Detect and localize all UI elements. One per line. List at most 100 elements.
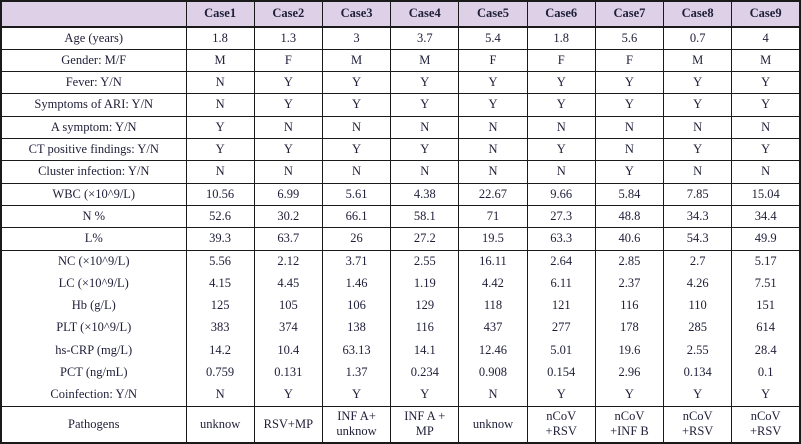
table-cell: 2.96: [594, 361, 665, 384]
column-header-case5: Case5: [458, 1, 528, 28]
column-header-case2: Case2: [253, 1, 323, 28]
table-row: N % 52.6 30.2 66.1 58.1 71 27.3 48.8 34.3 34.4: [0, 205, 801, 229]
table-cell: 0.908: [458, 361, 528, 384]
table-cell: Y: [253, 138, 323, 162]
table-cell: Y: [594, 160, 665, 184]
table-cell: 63.13: [321, 339, 392, 362]
table-cell: 0.1: [731, 361, 801, 384]
table-row: PLT (×10^9/L) 383 374 138 116 437 277 178 285 614: [0, 317, 801, 340]
table-cell: N: [321, 160, 392, 184]
table-cell: nCoV +INF B: [594, 406, 665, 444]
table-row: PCT (ng/mL) 0.759 0.131 1.37 0.234 0.908 0.154…: [0, 361, 801, 384]
table-cell: Y: [253, 71, 323, 95]
table-cell: unknow: [185, 406, 255, 444]
table-cell: 0.154: [526, 361, 596, 384]
table-row: Age (years) 1.8 1.3 3 3.7 5.4 1.8 5.6 0.7 4: [0, 27, 801, 50]
table-cell: 10.4: [253, 339, 323, 362]
table-cell: 10.56: [185, 183, 255, 207]
table-cell: 26: [321, 227, 392, 251]
table-cell: M: [321, 49, 392, 73]
table-cell: 2.55: [663, 339, 733, 362]
table-cell: Y: [663, 138, 733, 162]
table-cell: 39.3: [185, 227, 255, 251]
row-label: Coinfection: Y/N: [0, 384, 187, 407]
table-row: A symptom: Y/N Y N N N N N N N N: [0, 116, 801, 140]
table-cell: 5.4: [458, 27, 528, 50]
table-cell: N: [185, 160, 255, 184]
table-cell: 7.51: [731, 272, 801, 295]
table-cell: 151: [731, 294, 801, 318]
table-cell: 0.7: [663, 27, 733, 50]
table-cell: 12.46: [458, 339, 528, 362]
row-label: hs-CRP (mg/L): [0, 339, 187, 362]
table-cell: F: [458, 49, 528, 73]
table-row: Hb (g/L) 125 105 106 129 118 121 116 110 151: [0, 294, 801, 318]
table-cell: Y: [390, 93, 460, 117]
table-cell: 106: [321, 294, 392, 318]
table-cell: 27.2: [390, 227, 460, 251]
table-cell: Y: [663, 384, 733, 407]
table-cell: 614: [731, 317, 801, 340]
corner-cell: [0, 1, 187, 28]
column-header-case6: Case6: [526, 1, 596, 28]
table-cell: 3.71: [321, 250, 392, 273]
row-label: Gender: M/F: [0, 49, 187, 73]
table-cell: 2.55: [390, 250, 460, 273]
table-cell: 4.15: [185, 272, 255, 295]
table-cell: 2.12: [253, 250, 323, 273]
table-row: L% 39.3 63.7 26 27.2 19.5 63.3 40.6 54.3 49.9: [0, 227, 801, 251]
table-cell: M: [731, 49, 801, 73]
table-cell: Y: [390, 71, 460, 95]
row-label: NC (×10^9/L): [0, 250, 187, 273]
row-label: A symptom: Y/N: [0, 116, 187, 140]
table-cell: Y: [321, 138, 392, 162]
table-cell: 19.6: [594, 339, 665, 362]
column-header-case1: Case1: [185, 1, 255, 28]
table-cell: 5.56: [185, 250, 255, 273]
table-cell: N: [731, 116, 801, 140]
table-cell: 71: [458, 205, 528, 229]
table-row: LC (×10^9/L) 4.15 4.45 1.46 1.19 4.42 6.11 2.37…: [0, 272, 801, 295]
row-label: PCT (ng/mL): [0, 361, 187, 384]
table-cell: 110: [663, 294, 733, 318]
table-cell: 1.37: [321, 361, 392, 384]
table-cell: 5.84: [594, 183, 665, 207]
table-row: Cluster infection: Y/N N N N N N N Y N N: [0, 160, 801, 184]
table-cell: Y: [390, 138, 460, 162]
table-cell: N: [185, 93, 255, 117]
table-cell: M: [185, 49, 255, 73]
table-cell: Y: [731, 71, 801, 95]
row-label: Age (years): [0, 27, 187, 50]
table-cell: 49.9: [731, 227, 801, 251]
table-cell: 116: [390, 317, 460, 340]
table-row: Coinfection: Y/N N Y Y Y N Y Y Y Y: [0, 384, 801, 407]
table-cell: F: [594, 49, 665, 73]
table-row: Symptoms of ARI: Y/N N Y Y Y Y Y Y Y Y: [0, 93, 801, 117]
table-cell: 34.4: [731, 205, 801, 229]
table-cell: Y: [594, 71, 665, 95]
table-cell: N: [458, 116, 528, 140]
table-cell: 0.131: [253, 361, 323, 384]
column-header-case8: Case8: [663, 1, 733, 28]
table-cell: N: [594, 116, 665, 140]
table-cell: INF A + MP: [390, 406, 460, 444]
table-cell: M: [663, 49, 733, 73]
table-cell: 0.759: [185, 361, 255, 384]
table-cell: N: [390, 160, 460, 184]
table-cell: 48.8: [594, 205, 665, 229]
table-cell: INF A+ unknow: [321, 406, 392, 444]
column-header-case9: Case9: [731, 1, 801, 28]
table-cell: 14.1: [390, 339, 460, 362]
row-label: Symptoms of ARI: Y/N: [0, 93, 187, 117]
table-cell: 5.61: [321, 183, 392, 207]
row-label: Hb (g/L): [0, 294, 187, 318]
table-cell: 2.37: [594, 272, 665, 295]
table-cell: 277: [526, 317, 596, 340]
table-cell: N: [185, 384, 255, 407]
column-header-case3: Case3: [321, 1, 392, 28]
table-cell: 63.3: [526, 227, 596, 251]
table-cell: Y: [390, 384, 460, 407]
table-cell: 4.42: [458, 272, 528, 295]
table-cell: 1.8: [185, 27, 255, 50]
table-cell: N: [663, 116, 733, 140]
